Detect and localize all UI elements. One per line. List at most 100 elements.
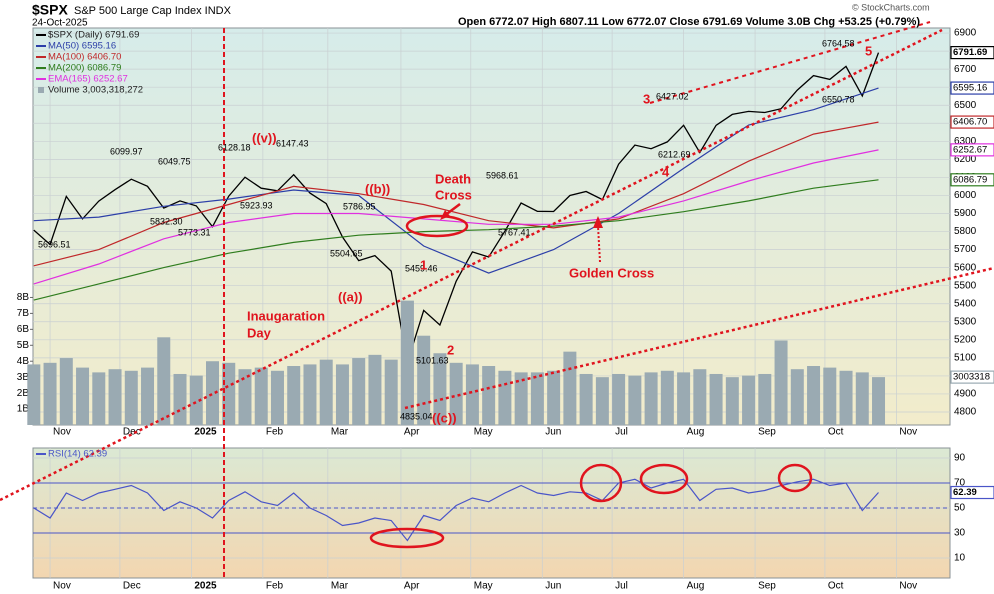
panels: Nov Dec 2025 Feb Mar Apr May Jun Jul Aug Sep Oct Nov… [17, 27, 977, 592]
x-tick-label: Sep [758, 581, 776, 592]
volume-bar [839, 370, 853, 425]
x-tick-label: Apr [404, 427, 420, 438]
volume-bar [368, 354, 382, 425]
annotation: 5696.51 [38, 239, 71, 249]
y-tick-label: 5800 [954, 226, 977, 237]
volume-bar [173, 373, 187, 425]
y-tick-label: 4800 [954, 407, 977, 418]
y-tick-label: 5900 [954, 208, 977, 219]
x-tick-label: Feb [266, 581, 284, 592]
annotation: 5459.46 [405, 263, 438, 273]
volume-bar [807, 366, 821, 425]
volume-bar [384, 359, 398, 425]
y2-tick-label: 2B [17, 388, 30, 399]
y2-tick-label: 8B [17, 292, 30, 303]
x-tick-label: Jul [615, 427, 628, 438]
last-value-label: 3003318 [953, 372, 990, 383]
volume-bar [335, 364, 349, 425]
volume-bar [108, 369, 122, 425]
last-value-label: 6595.16 [953, 83, 987, 94]
y2-tick-label: 6B [17, 324, 30, 335]
quote: Open 6772.07 High 6807.11 Low 6772.07 Cl… [458, 16, 920, 28]
x-tick-label: Mar [331, 427, 349, 438]
volume-bar [254, 367, 268, 425]
x-tick-label: Nov [899, 427, 917, 438]
x-tick-label: Aug [687, 581, 705, 592]
annotation: 6764.58 [822, 38, 855, 48]
volume-bar [677, 372, 691, 425]
y2-tick-label: 3B [17, 372, 30, 383]
x-tick-label: Nov [53, 427, 71, 438]
x-tick-label: Mar [331, 581, 349, 592]
last-value-label: 62.39 [953, 487, 977, 498]
y-tick-label: 10 [954, 553, 966, 564]
volume-bar [693, 369, 707, 425]
annotation: 6147.43 [276, 138, 309, 148]
volume-bar [579, 373, 593, 425]
x-tick-label: Oct [828, 427, 844, 438]
legend-label: MA(50) 6595.16 [48, 41, 116, 52]
y-tick-label: 5500 [954, 280, 977, 291]
legend-label: RSI(14) 62.39 [48, 449, 107, 460]
legend-label: MA(100) 6406.70 [48, 52, 121, 63]
annotation: 4835.04 [400, 411, 433, 421]
volume-bar [872, 377, 886, 425]
annotation: 6049.75 [158, 156, 191, 166]
annotation: 3 [643, 91, 650, 106]
annotation: 6099.97 [110, 146, 143, 156]
volume-bar [530, 372, 544, 425]
volume-bar [628, 375, 642, 425]
series-line [33, 149, 879, 285]
volume-bar [319, 359, 333, 425]
annotation: Cross [435, 187, 472, 202]
last-value-label: 6406.70 [953, 117, 987, 128]
volume-bar [498, 370, 512, 425]
last-value-label: 6252.67 [953, 144, 987, 155]
annotation: Day [247, 325, 272, 340]
volume-bar [547, 370, 561, 425]
x-tick-label: Oct [828, 581, 844, 592]
panel-background [32, 447, 951, 579]
annotation: 5773.31 [178, 227, 211, 237]
last-value-box [950, 485, 994, 500]
x-tick-label: 2025 [194, 427, 217, 438]
volume-bar [352, 358, 366, 425]
labels: $SPX S&P 500 Large Cap Index INDX 24-Oct… [32, 2, 994, 500]
y-tick-label: 6500 [954, 100, 977, 111]
annotation: 5968.61 [486, 170, 519, 180]
volume-bar [157, 337, 171, 425]
x-tick-label: Aug [687, 427, 705, 438]
y-tick-label: 5200 [954, 334, 977, 345]
volume-bar [709, 373, 723, 425]
arrow-head [440, 210, 450, 220]
series-line [33, 121, 879, 267]
arrow-head [593, 216, 603, 228]
annotation: 5 [865, 43, 872, 58]
series-line [33, 52, 880, 363]
y-tick-label: 70 [954, 478, 966, 489]
x-tick-label: Jun [545, 427, 561, 438]
last-value-box [950, 81, 994, 95]
x-tick-label: Jul [615, 581, 628, 592]
x-tick-label: Feb [266, 427, 284, 438]
last-value-box [950, 45, 994, 60]
y-tick-label: 5700 [954, 244, 977, 255]
series-line [33, 478, 879, 542]
volume-bar [303, 364, 317, 425]
y-tick-label: 6200 [954, 154, 977, 165]
legend-label: $SPX (Daily) 6791.69 [48, 30, 139, 41]
x-tick-label: Sep [758, 427, 776, 438]
highlight [639, 463, 689, 495]
annotation: 5767.41 [498, 227, 531, 237]
overlay [0, 21, 994, 578]
volume-bar [238, 369, 252, 425]
annotation: 6128.18 [218, 142, 251, 152]
volume-bar [43, 362, 57, 425]
volume-bar [742, 375, 756, 425]
volume-bar [76, 367, 90, 425]
x-tick-label: May [474, 581, 493, 592]
highlight [777, 463, 813, 493]
y2-tick-label: 5B [17, 340, 30, 351]
